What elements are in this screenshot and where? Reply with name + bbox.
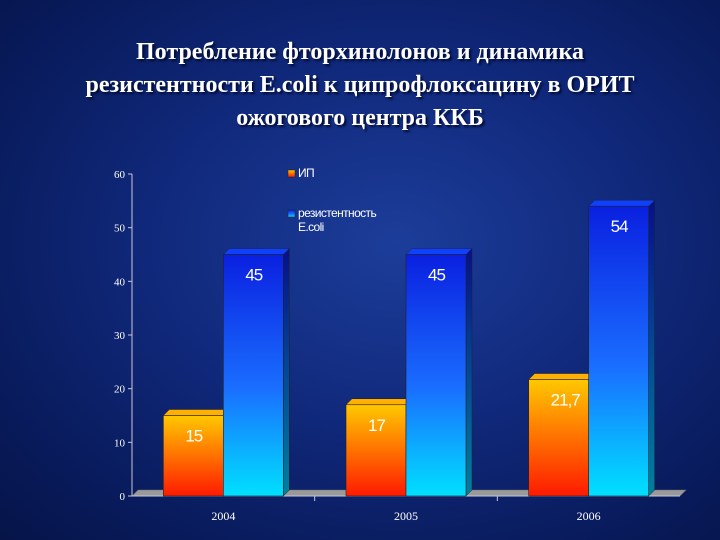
title-line-3: ожогового центра ККБ	[236, 105, 484, 131]
bar	[345, 404, 407, 497]
bar-top	[345, 398, 413, 406]
y-tick-label: 0	[120, 491, 126, 503]
bar-top	[405, 248, 473, 255]
data-label: 45	[428, 266, 445, 285]
data-label: 15	[185, 427, 202, 446]
legend-label: резистентность	[298, 206, 376, 220]
data-label: 21,7	[551, 391, 581, 410]
y-tick-label: 60	[114, 169, 126, 181]
x-category-label: 2006	[577, 509, 601, 523]
data-label: 54	[611, 217, 628, 236]
bar-top	[222, 248, 290, 255]
title-line-1: Потребление фторхинолонов и динамика	[136, 39, 584, 65]
x-category-label: 2004	[211, 509, 235, 523]
legend-label: ИП	[298, 166, 314, 180]
legend-swatch	[287, 169, 296, 178]
y-tick-label: 30	[114, 330, 126, 342]
title-line-2: резистентности E.coli к ципрофлоксацину …	[85, 72, 635, 98]
x-category-label: 2005	[394, 509, 418, 523]
bar-top	[162, 409, 230, 416]
bar	[223, 254, 284, 497]
bar-top	[588, 199, 656, 207]
y-tick-label: 40	[114, 276, 126, 288]
bar	[405, 254, 467, 497]
legend-label: E.coli	[298, 220, 324, 234]
data-label: 17	[368, 416, 385, 435]
y-tick-label: 20	[114, 384, 126, 396]
y-tick-label: 50	[114, 223, 126, 235]
bar	[588, 205, 649, 497]
chart-title: Потребление фторхинолонов и динамика рез…	[40, 36, 680, 135]
bar	[163, 415, 224, 497]
bar-side	[283, 247, 290, 497]
legend-swatch	[287, 209, 296, 218]
bar-side	[465, 247, 473, 497]
data-labels: 15 45 17 45 21,7 54	[185, 217, 629, 446]
data-label: 45	[245, 266, 262, 285]
bar-top	[528, 373, 596, 380]
bar	[528, 379, 589, 497]
bar-side	[648, 199, 655, 497]
bars	[162, 199, 656, 497]
y-tick-label: 10	[114, 437, 126, 449]
